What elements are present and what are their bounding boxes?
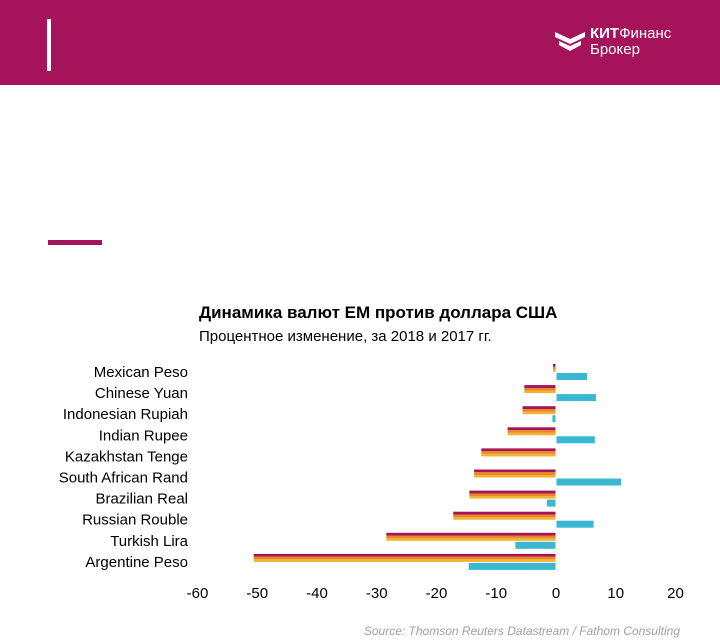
x-tick-label: -10	[485, 585, 507, 602]
chart-title: Динамика валют EM против доллара США	[199, 303, 558, 322]
brand-logo[interactable]: КИТФинанс Брокер	[553, 24, 693, 64]
category-label: Indian Rupee	[99, 427, 188, 444]
x-tick-label: -40	[306, 585, 328, 602]
bar-series-1	[481, 448, 556, 457]
x-tick-label: -20	[426, 585, 448, 602]
bar-series-1	[522, 406, 556, 415]
category-label: Kazakhstan Tenge	[65, 448, 188, 465]
category-label: Turkish Lira	[110, 533, 188, 550]
bar-series-1	[469, 490, 556, 499]
logo-text: КИТФинанс Брокер	[590, 26, 671, 58]
bar-series-1	[507, 427, 556, 436]
bar-series-1	[474, 469, 556, 478]
bar-series-2	[515, 541, 556, 549]
x-tick-label: -30	[366, 585, 388, 602]
bar-series-2	[547, 499, 556, 507]
x-tick-label: -60	[187, 585, 209, 602]
accent-bar	[48, 240, 102, 245]
x-tick-label: 0	[552, 585, 560, 602]
bar-series-2	[552, 415, 556, 423]
logo-brand-regular: Финанс	[619, 25, 672, 42]
category-label: Brazilian Real	[95, 491, 188, 508]
category-label: South African Rand	[59, 470, 188, 487]
x-tick-label: 10	[607, 585, 624, 602]
bar-series-2	[556, 520, 594, 528]
header-divider	[47, 19, 51, 71]
bar-series-1	[253, 553, 557, 562]
logo-brand-line2: Брокер	[590, 41, 640, 58]
bar-series-2	[556, 436, 595, 444]
category-label: Argentine Peso	[85, 554, 188, 571]
category-label: Indonesian Rupiah	[63, 406, 188, 423]
bar-series-2	[556, 373, 588, 380]
bar-series-1	[386, 532, 556, 541]
header-bar: КИТФинанс Брокер	[0, 0, 720, 85]
category-label: Chinese Yuan	[95, 385, 188, 402]
source-note: Source: Thomson Reuters Datastream / Fat…	[363, 624, 680, 638]
x-tick-label: 20	[667, 585, 684, 602]
bar-series-1	[453, 511, 556, 520]
bar-series-2	[556, 394, 597, 402]
bar-series-2	[556, 478, 622, 486]
logo-brand-bold: КИТ	[590, 25, 620, 42]
x-tick-label: -50	[246, 585, 268, 602]
category-label: Russian Rouble	[82, 512, 188, 529]
category-label: Mexican Peso	[94, 364, 188, 381]
kit-logo-icon	[555, 32, 585, 51]
bar-series-1	[524, 385, 556, 394]
chart-subtitle: Процентное изменение, за 2018 и 2017 гг.	[199, 328, 492, 345]
bar-series-1	[553, 364, 556, 372]
bar-series-2	[468, 562, 556, 570]
